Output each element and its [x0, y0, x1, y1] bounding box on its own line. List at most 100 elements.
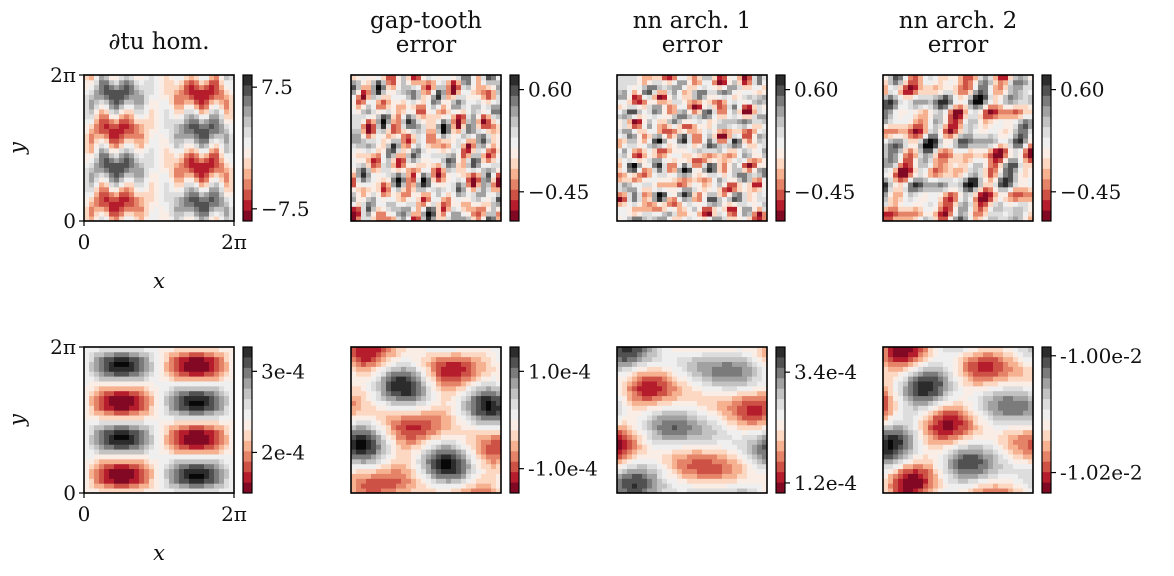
heatmap-cell: [1023, 89, 1029, 95]
heatmap-cell: [657, 133, 663, 139]
heatmap-cell: [471, 211, 477, 217]
heatmap-cell: [406, 104, 412, 110]
heatmap-cell: [179, 84, 185, 90]
heatmap-cell: [381, 395, 387, 401]
colorbar-band: [243, 446, 252, 452]
heatmap-cell: [948, 128, 954, 134]
heatmap-cell: [159, 182, 165, 188]
heatmap-cell: [224, 473, 230, 479]
heatmap-cell: [184, 351, 190, 358]
colorbar-band: [776, 121, 785, 128]
heatmap-cell: [692, 109, 698, 115]
heatmap-cell: [204, 104, 210, 110]
colorbar-band: [510, 210, 519, 217]
heatmap-cell: [159, 444, 165, 450]
heatmap-cell: [998, 182, 1004, 188]
heatmap-cell: [351, 206, 357, 212]
heatmap-cell: [712, 201, 718, 207]
heatmap-cell: [89, 186, 95, 193]
heatmap-cell: [174, 405, 180, 411]
heatmap-cell: [416, 157, 422, 163]
heatmap-cell: [1028, 162, 1034, 168]
heatmap-cell: [687, 182, 693, 188]
heatmap-cell: [381, 138, 387, 144]
colorbar-tick-label: 2e-4: [261, 440, 305, 464]
heatmap-cell: [144, 128, 150, 134]
heatmap-cell: [149, 104, 155, 110]
heatmap-cell: [134, 186, 140, 193]
heatmap-cell: [129, 128, 135, 134]
heatmap-cell: [109, 420, 115, 426]
heatmap-cell: [898, 94, 904, 100]
heatmap-cell: [154, 186, 160, 193]
colorbar-band: [510, 174, 519, 180]
heatmap-cell: [381, 148, 387, 154]
heatmap-cell: [164, 104, 170, 110]
heatmap-cell: [958, 104, 964, 110]
heatmap-cell: [184, 113, 190, 120]
heatmap-cell: [124, 405, 130, 411]
heatmap-cell: [431, 104, 437, 110]
heatmap-cell: [371, 118, 377, 125]
heatmap-cell: [361, 89, 367, 95]
heatmap-cell: [908, 138, 914, 144]
heatmap-cell: [762, 104, 768, 110]
heatmap-cell: [371, 415, 377, 421]
heatmap-cell: [727, 79, 733, 86]
heatmap-cell: [366, 94, 372, 100]
heatmap-cell: [386, 351, 392, 358]
heatmap-cell: [149, 347, 155, 353]
heatmap-cell: [1013, 138, 1019, 144]
heatmap-cell: [164, 162, 170, 168]
heatmap-cell: [214, 94, 220, 100]
heatmap-cell: [204, 75, 210, 81]
heatmap-cell: [376, 104, 382, 110]
plot-frame: [83, 74, 235, 222]
heatmap-cell: [154, 138, 160, 144]
heatmap-cell: [154, 361, 160, 367]
heatmap-cell: [1013, 167, 1019, 173]
heatmap-cell: [89, 410, 95, 416]
heatmap-cell: [356, 128, 362, 134]
heatmap-cell: [451, 201, 457, 207]
heatmap-cell: [154, 152, 160, 159]
heatmap-cell: [466, 79, 472, 86]
heatmap-cell: [114, 177, 120, 183]
heatmap-cell: [119, 196, 125, 202]
heatmap-cell: [747, 182, 753, 188]
heatmap-cell: [717, 167, 723, 173]
heatmap-cell: [411, 157, 417, 163]
heatmap-cell: [139, 439, 145, 445]
heatmap-cell: [943, 162, 949, 168]
heatmap-cell: [99, 196, 105, 202]
heatmap-cell: [913, 118, 919, 125]
heatmap-cell: [371, 216, 377, 222]
heatmap-cell: [1008, 191, 1014, 198]
heatmap-cell: [204, 424, 210, 431]
heatmap-cell: [707, 123, 713, 129]
heatmap-cell: [617, 172, 623, 178]
heatmap-cell: [923, 75, 929, 81]
heatmap-cell: [386, 123, 392, 129]
heatmap-cell: [692, 172, 698, 178]
heatmap-cell: [179, 128, 185, 134]
heatmap-cell: [89, 99, 95, 105]
heatmap-cell: [647, 109, 653, 115]
heatmap-cell: [139, 206, 145, 212]
heatmap-cell: [104, 216, 110, 222]
heatmap-cell: [1008, 94, 1014, 100]
heatmap-cell: [913, 84, 919, 90]
heatmap-cell: [657, 211, 663, 217]
heatmap-cell: [144, 157, 150, 163]
heatmap-cell: [109, 405, 115, 411]
heatmap-cell: [89, 371, 95, 377]
heatmap-cell: [184, 94, 190, 100]
heatmap-cell: [154, 429, 160, 435]
heatmap-cell: [451, 75, 457, 81]
heatmap-cell: [89, 468, 95, 474]
heatmap-cell: [164, 410, 170, 416]
heatmap-cell: [1008, 104, 1014, 110]
heatmap-cell: [104, 177, 110, 183]
heatmap-cell: [421, 196, 427, 202]
heatmap-cell: [134, 138, 140, 144]
